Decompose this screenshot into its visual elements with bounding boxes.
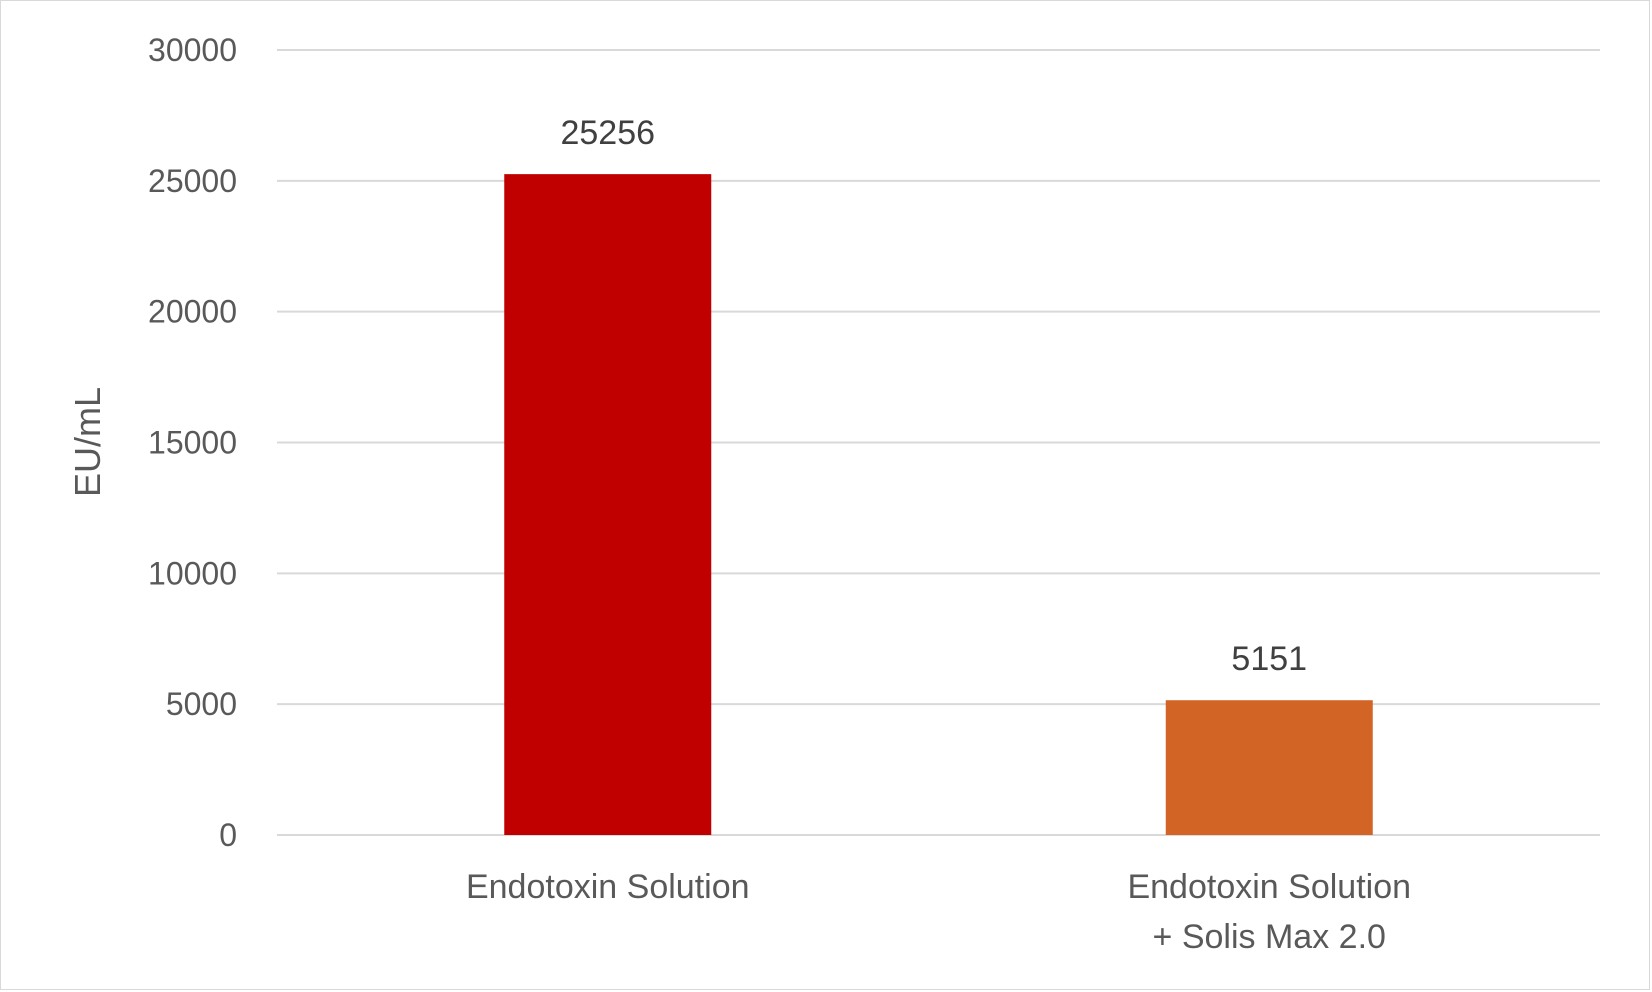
- bar-2: [1165, 700, 1373, 835]
- category-label-1-line-1: Endotoxin Solution: [466, 868, 750, 906]
- bar-1: [504, 174, 712, 836]
- y-axis-tick-labels: 0 5000 10000 15000 20000 25000 30000: [148, 32, 237, 853]
- data-label-2: 5151: [1231, 640, 1307, 678]
- category-label-2-line-1: Endotoxin Solution: [1127, 868, 1411, 906]
- y-tick-label: 5000: [166, 686, 237, 722]
- y-tick-label: 20000: [148, 294, 237, 330]
- data-labels: 25256 5151: [560, 114, 1307, 678]
- y-tick-label: 0: [219, 817, 237, 853]
- y-tick-label: 30000: [148, 32, 237, 68]
- y-tick-label: 10000: [148, 555, 237, 591]
- gridlines: [277, 49, 1600, 836]
- x-axis-category-labels: Endotoxin Solution Endotoxin Solution + So…: [466, 868, 1411, 956]
- category-label-2-line-2: + Solis Max 2.0: [1153, 918, 1386, 956]
- bars: [504, 174, 1373, 836]
- y-tick-label: 15000: [148, 425, 237, 461]
- y-tick-label: 25000: [148, 163, 237, 199]
- data-label-1: 25256: [560, 114, 655, 152]
- y-axis-title: EU/mL: [67, 387, 108, 497]
